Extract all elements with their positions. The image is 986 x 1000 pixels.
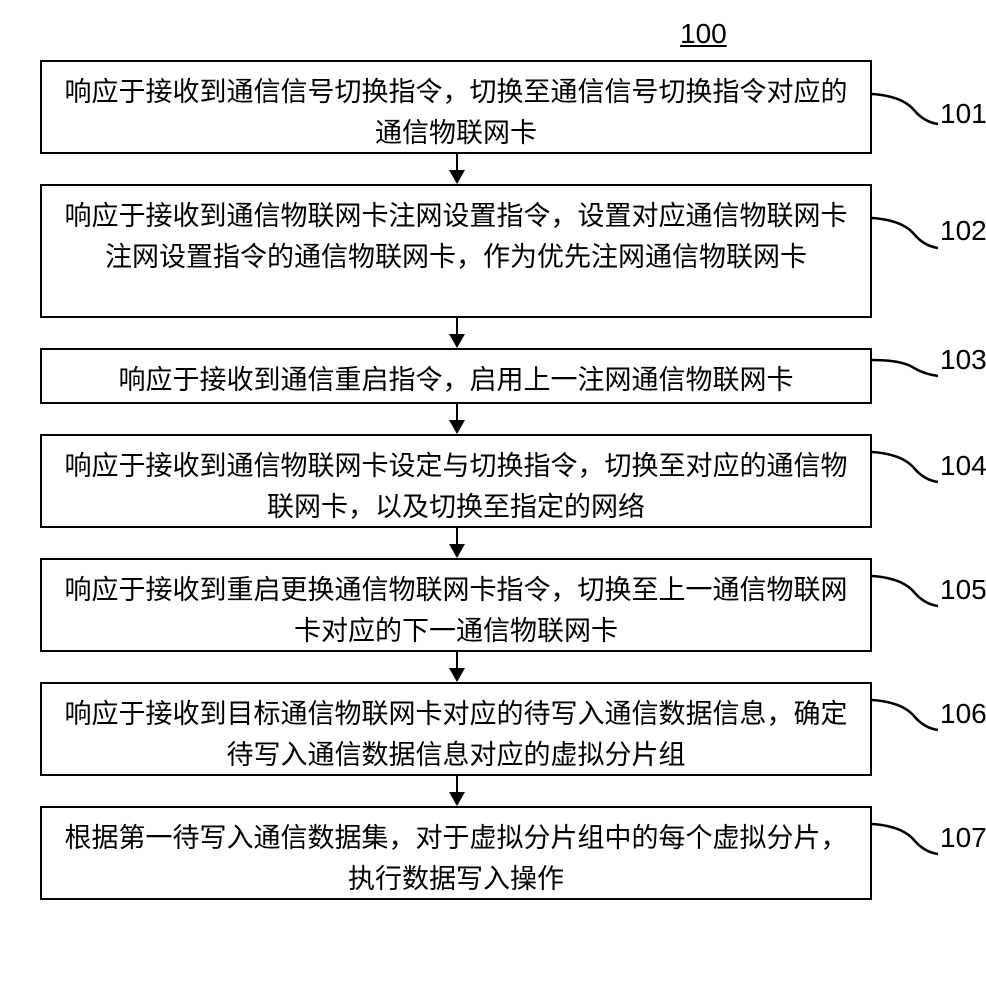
connector-106 <box>40 670 950 740</box>
step-label-106: 106 <box>940 698 986 730</box>
figure-number: 100 <box>680 18 727 50</box>
connector-105 <box>40 546 950 616</box>
connector-101 <box>40 64 950 134</box>
flowchart-diagram: 100 响应于接收到通信信号切换指令，切换至通信信号切换指令对应的通信物联网卡 … <box>0 0 986 1000</box>
connector-103 <box>40 320 950 390</box>
step-label-103: 103 <box>940 344 986 376</box>
connector-107 <box>40 794 950 864</box>
connector-102 <box>40 188 950 258</box>
connector-104 <box>40 422 950 492</box>
step-label-101: 101 <box>940 98 986 130</box>
arrow-1 <box>456 154 458 184</box>
step-label-107: 107 <box>940 822 986 854</box>
step-label-104: 104 <box>940 450 986 482</box>
step-label-105: 105 <box>940 574 986 606</box>
step-label-102: 102 <box>940 215 986 247</box>
